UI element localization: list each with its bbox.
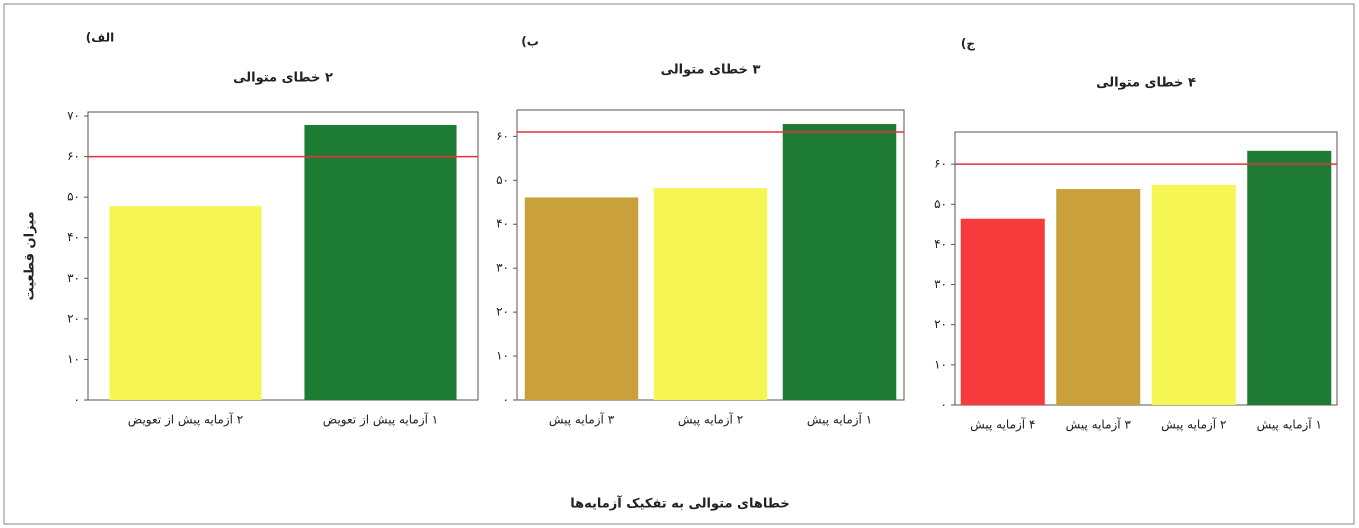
chart-title: ۲ خطای متوالی [233,71,333,86]
x-tick-label: ۱ آزمایه پیش [1257,417,1322,433]
bar [1151,184,1236,405]
bar [1056,189,1141,405]
x-tick-label: ۳ آزمایه پیش [1066,417,1132,433]
y-tick-label: ۰ [74,393,80,407]
bar [1247,150,1332,405]
panel-label: ج) [961,37,975,51]
x-axis-title: خطاهای متوالی به تفکیک آزمایه‌ها [570,495,790,512]
y-tick-label: ۶۰ [67,149,80,163]
y-tick-label: ۰ [503,393,509,407]
x-tick-label: ۲ آزمایه پیش از تعویض [128,412,243,428]
y-tick-label: ۳۰ [934,277,947,291]
x-tick-label: ۲ آزمایه پیش [678,412,743,428]
bar [782,124,897,400]
bar [304,124,457,400]
bar [653,188,768,400]
y-tick-label: ۷۰ [67,109,80,123]
y-tick-label: ۱۰ [496,349,509,363]
panel-label: ب) [521,35,539,49]
y-tick-label: ۴۰ [934,237,947,251]
panel-label: الف) [86,31,114,45]
y-tick-label: ۰ [941,398,947,412]
y-tick-label: ۴۰ [496,217,509,231]
y-tick-label: ۶۰ [934,157,947,171]
bar [524,197,639,400]
y-tick-label: ۲۰ [67,311,80,325]
y-tick-label: ۵۰ [496,173,509,187]
x-tick-label: ۱ آزمایه پیش از تعویض [323,412,438,428]
y-tick-label: ۶۰ [496,129,509,143]
bar [109,206,262,400]
x-tick-label: ۳ آزمایه پیش [549,412,615,428]
y-tick-label: ۳۰ [67,271,80,285]
y-tick-label: ۱۰ [934,357,947,371]
y-tick-label: ۴۰ [67,230,80,244]
x-tick-label: ۱ آزمایه پیش [807,412,872,428]
figure-border [3,3,1355,525]
chart-title: ۳ خطای متوالی [661,63,761,78]
y-tick-label: ۳۰ [496,261,509,275]
x-tick-label: ۲ آزمایه پیش [1161,417,1226,433]
x-tick-label: ۴ آزمایه پیش [970,417,1035,433]
y-tick-label: ۲۰ [934,317,947,331]
y-tick-label: ۵۰ [934,197,947,211]
y-axis-title: میزان قطعیت [23,211,38,300]
chart-title: ۴ خطای متوالی [1096,76,1196,91]
y-tick-label: ۵۰ [67,190,80,204]
y-tick-label: ۲۰ [496,305,509,319]
y-tick-label: ۱۰ [67,352,80,366]
bar [960,218,1045,405]
